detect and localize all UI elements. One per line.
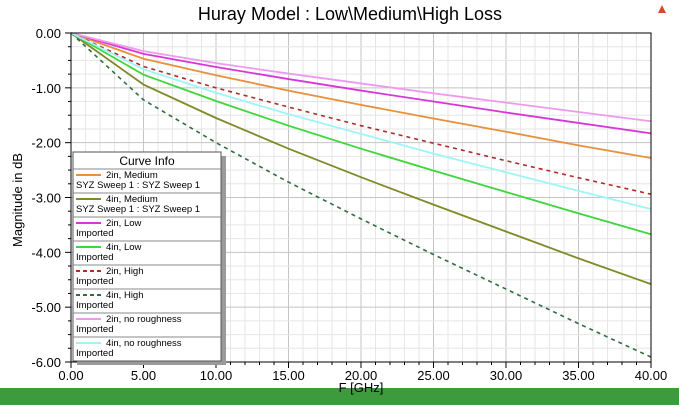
series-line-3 bbox=[70, 32, 652, 236]
y-tick-label: 0.00 bbox=[36, 26, 61, 41]
x-tick-label: 30.00 bbox=[490, 368, 523, 383]
plot-frame bbox=[70, 32, 652, 363]
y-tick-label: -6.00 bbox=[31, 355, 61, 370]
legend-box bbox=[72, 151, 222, 362]
x-axis-label: F [GHz] bbox=[339, 380, 384, 395]
legend-entry-name: 4in, no roughness bbox=[106, 338, 182, 349]
legend-entry-name: 2in, High bbox=[106, 266, 144, 277]
legend-entry-source: Imported bbox=[76, 276, 114, 287]
chart-title: Huray Model : Low\Medium\High Loss bbox=[198, 4, 502, 24]
legend-entry-source: Imported bbox=[76, 252, 114, 263]
legend-entry-name: 4in, Low bbox=[106, 242, 142, 253]
x-tick-label: 15.00 bbox=[272, 368, 305, 383]
x-tick-label: 20.00 bbox=[345, 368, 378, 383]
legend-entry-source: Imported bbox=[76, 324, 114, 335]
series-line-7 bbox=[70, 32, 652, 210]
legend-entry-source: SYZ Sweep 1 : SYZ Sweep 1 bbox=[76, 180, 200, 191]
legend-entry-name: 2in, no roughness bbox=[106, 314, 182, 325]
legend-title: Curve Info bbox=[119, 154, 175, 168]
legend-entry-source: SYZ Sweep 1 : SYZ Sweep 1 bbox=[76, 204, 200, 215]
footer-bar bbox=[0, 388, 679, 405]
legend-entry-name: 2in, Medium bbox=[106, 170, 158, 181]
y-tick-label: -4.00 bbox=[31, 245, 61, 260]
y-axis-label: Magnitude in dB bbox=[10, 153, 25, 247]
legend-entry-source: Imported bbox=[76, 228, 114, 239]
series-lines bbox=[70, 32, 652, 358]
series-line-6 bbox=[70, 32, 652, 123]
series-line-5 bbox=[70, 32, 652, 358]
x-tick-label: 35.00 bbox=[562, 368, 595, 383]
series-line-1 bbox=[70, 32, 652, 285]
axis-ticks: 0.00 5.00 10.00 15.00 20.00 25.00 30.00 35.00 40… bbox=[31, 26, 667, 383]
x-tick-label: 10.00 bbox=[200, 368, 233, 383]
y-tick-label: -2.00 bbox=[31, 136, 61, 151]
series-line-0 bbox=[70, 32, 652, 159]
y-tick-label: -1.00 bbox=[31, 81, 61, 96]
y-tick-label: -3.00 bbox=[31, 191, 61, 206]
x-tick-label: 0.00 bbox=[58, 368, 83, 383]
legend-entry-source: Imported bbox=[76, 300, 114, 311]
legend-entry-source: Imported bbox=[76, 348, 114, 359]
legend-entry-name: 4in, Medium bbox=[106, 194, 158, 205]
legend-entry-name: 2in, Low bbox=[106, 218, 142, 229]
legend-entry-name: 4in, High bbox=[106, 290, 144, 301]
x-tick-label: 5.00 bbox=[131, 368, 156, 383]
series-line-4 bbox=[70, 32, 652, 195]
series-line-2 bbox=[70, 32, 652, 135]
y-tick-label: -5.00 bbox=[31, 300, 61, 315]
corner-marker-icon[interactable] bbox=[658, 5, 666, 13]
x-tick-label: 25.00 bbox=[417, 368, 450, 383]
x-tick-label: 40.00 bbox=[635, 368, 668, 383]
